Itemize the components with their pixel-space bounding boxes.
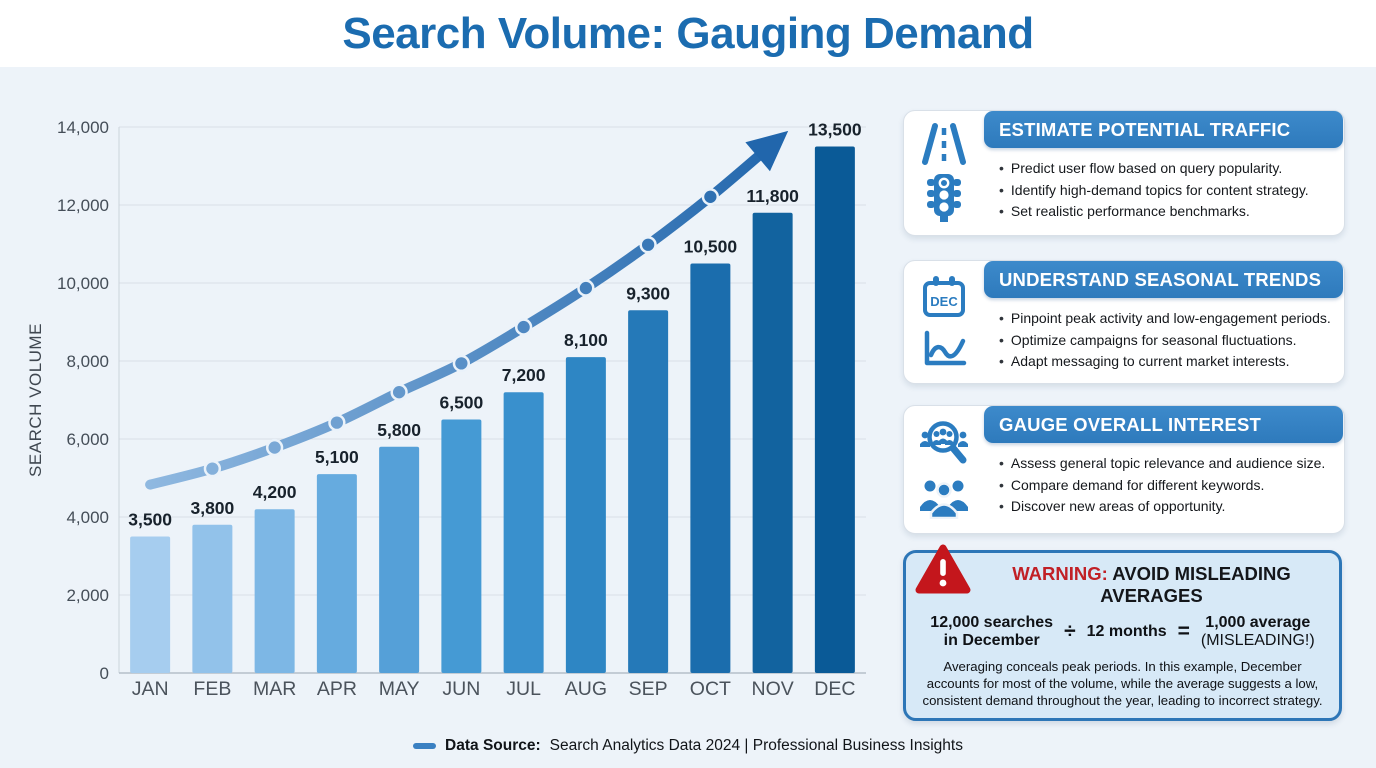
data-source-label: Data Source: bbox=[445, 737, 541, 754]
svg-text:2,000: 2,000 bbox=[66, 586, 109, 605]
svg-text:MAR: MAR bbox=[253, 678, 296, 700]
warning-formula: 12,000 searches in December ÷ 12 months … bbox=[906, 614, 1339, 651]
svg-text:6,500: 6,500 bbox=[439, 393, 483, 413]
svg-text:10,000: 10,000 bbox=[57, 274, 109, 293]
svg-text:JUN: JUN bbox=[442, 678, 480, 700]
card-bullets: Pinpoint peak activity and low-engagemen… bbox=[984, 306, 1344, 375]
card-icon-column bbox=[904, 406, 984, 533]
data-source-row: Data Source: Search Analytics Data 2024 … bbox=[0, 737, 1376, 755]
warning-triangle-icon bbox=[914, 543, 972, 597]
calendar-icon: DEC bbox=[920, 275, 968, 319]
title-band: Search Volume: Gauging Demand bbox=[0, 0, 1376, 67]
card-seasonal-trends: DEC UNDERSTAND SEASONAL TRENDS Pinpoint … bbox=[903, 260, 1345, 384]
warning-title-text: AVOID MISLEADING AVERAGES bbox=[1100, 563, 1291, 606]
info-panel: ESTIMATE POTENTIAL TRAFFIC Predict user … bbox=[903, 110, 1345, 722]
formula-left: 12,000 searches in December bbox=[930, 614, 1054, 650]
warning-title: WARNING: AVOID MISLEADING AVERAGES bbox=[906, 563, 1339, 607]
svg-text:5,100: 5,100 bbox=[315, 447, 359, 467]
page-title: Search Volume: Gauging Demand bbox=[342, 8, 1034, 58]
card-icon-column: DEC bbox=[904, 261, 984, 383]
card-icon-column bbox=[904, 111, 984, 235]
card-header: GAUGE OVERALL INTEREST bbox=[984, 406, 1343, 443]
svg-text:6,000: 6,000 bbox=[66, 430, 109, 449]
svg-text:OCT: OCT bbox=[690, 678, 731, 700]
card-bullets: Assess general topic relevance and audie… bbox=[984, 451, 1344, 520]
calendar-month-text: DEC bbox=[930, 294, 958, 309]
card-bullets: Predict user flow based on query popular… bbox=[984, 156, 1344, 225]
svg-text:4,200: 4,200 bbox=[253, 482, 297, 502]
svg-text:0: 0 bbox=[100, 664, 109, 683]
svg-text:13,500: 13,500 bbox=[808, 120, 862, 140]
svg-text:JAN: JAN bbox=[132, 678, 169, 700]
svg-text:8,100: 8,100 bbox=[564, 330, 608, 350]
card-title: ESTIMATE POTENTIAL TRAFFIC bbox=[999, 118, 1291, 140]
svg-text:APR: APR bbox=[317, 678, 357, 700]
formula-middle: 12 months bbox=[1086, 623, 1167, 641]
warning-label: WARNING: bbox=[1012, 563, 1108, 584]
svg-text:JUL: JUL bbox=[506, 678, 541, 700]
wave-chart-icon bbox=[920, 327, 968, 369]
bullet-item: Pinpoint peak activity and low-engagemen… bbox=[999, 310, 1338, 328]
svg-text:14,000: 14,000 bbox=[57, 118, 109, 137]
card-header: ESTIMATE POTENTIAL TRAFFIC bbox=[984, 111, 1343, 148]
svg-text:7,200: 7,200 bbox=[502, 365, 546, 385]
divide-sign: ÷ bbox=[1064, 620, 1076, 644]
card-gauge-interest: GAUGE OVERALL INTEREST Assess general to… bbox=[903, 405, 1345, 534]
svg-text:11,800: 11,800 bbox=[746, 186, 799, 206]
bullet-item: Predict user flow based on query popular… bbox=[999, 160, 1338, 178]
bullet-item: Set realistic performance benchmarks. bbox=[999, 203, 1338, 221]
svg-text:AUG: AUG bbox=[565, 678, 607, 700]
people-search-icon bbox=[918, 420, 970, 468]
svg-text:12,000: 12,000 bbox=[57, 196, 109, 215]
warning-card: WARNING: AVOID MISLEADING AVERAGES 12,00… bbox=[903, 544, 1342, 722]
equals-sign: = bbox=[1177, 620, 1190, 644]
svg-text:SEARCH VOLUME: SEARCH VOLUME bbox=[26, 323, 45, 477]
svg-text:10,500: 10,500 bbox=[684, 237, 738, 257]
search-volume-bar-chart: 0 2,000 4,000 6,000 8,000 10,000 12,000 14,000 S… bbox=[26, 118, 866, 700]
card-title: GAUGE OVERALL INTEREST bbox=[999, 413, 1262, 435]
data-source-text: Search Analytics Data 2024 | Professiona… bbox=[549, 737, 963, 754]
bullet-item: Discover new areas of opportunity. bbox=[999, 498, 1338, 516]
formula-right: 1,000 average (MISLEADING!) bbox=[1200, 614, 1315, 650]
svg-text:SEP: SEP bbox=[629, 678, 668, 700]
legend-line-icon bbox=[413, 743, 437, 749]
bullet-item: Compare demand for different keywords. bbox=[999, 477, 1338, 495]
svg-text:NOV: NOV bbox=[751, 678, 793, 700]
svg-text:3,800: 3,800 bbox=[190, 498, 234, 518]
svg-text:DEC: DEC bbox=[814, 678, 855, 700]
svg-text:9,300: 9,300 bbox=[626, 283, 670, 303]
warning-body: Averaging conceals peak periods. In this… bbox=[922, 658, 1323, 709]
road-icon bbox=[920, 122, 968, 166]
svg-text:4,000: 4,000 bbox=[66, 508, 109, 527]
svg-text:3,500: 3,500 bbox=[128, 510, 172, 530]
bullet-item: Assess general topic relevance and audie… bbox=[999, 455, 1338, 473]
svg-text:FEB: FEB bbox=[193, 678, 231, 700]
card-header: UNDERSTAND SEASONAL TRENDS bbox=[984, 261, 1343, 298]
svg-text:8,000: 8,000 bbox=[66, 352, 109, 371]
traffic-light-icon bbox=[923, 172, 965, 224]
card-estimate-traffic: ESTIMATE POTENTIAL TRAFFIC Predict user … bbox=[903, 110, 1345, 236]
bullet-item: Identify high-demand topics for content … bbox=[999, 182, 1338, 200]
svg-text:5,800: 5,800 bbox=[377, 420, 421, 440]
people-group-icon bbox=[918, 477, 970, 519]
bullet-item: Optimize campaigns for seasonal fluctuat… bbox=[999, 332, 1338, 350]
svg-text:MAY: MAY bbox=[379, 678, 420, 700]
bullet-item: Adapt messaging to current market intere… bbox=[999, 353, 1338, 371]
card-title: UNDERSTAND SEASONAL TRENDS bbox=[999, 268, 1322, 290]
